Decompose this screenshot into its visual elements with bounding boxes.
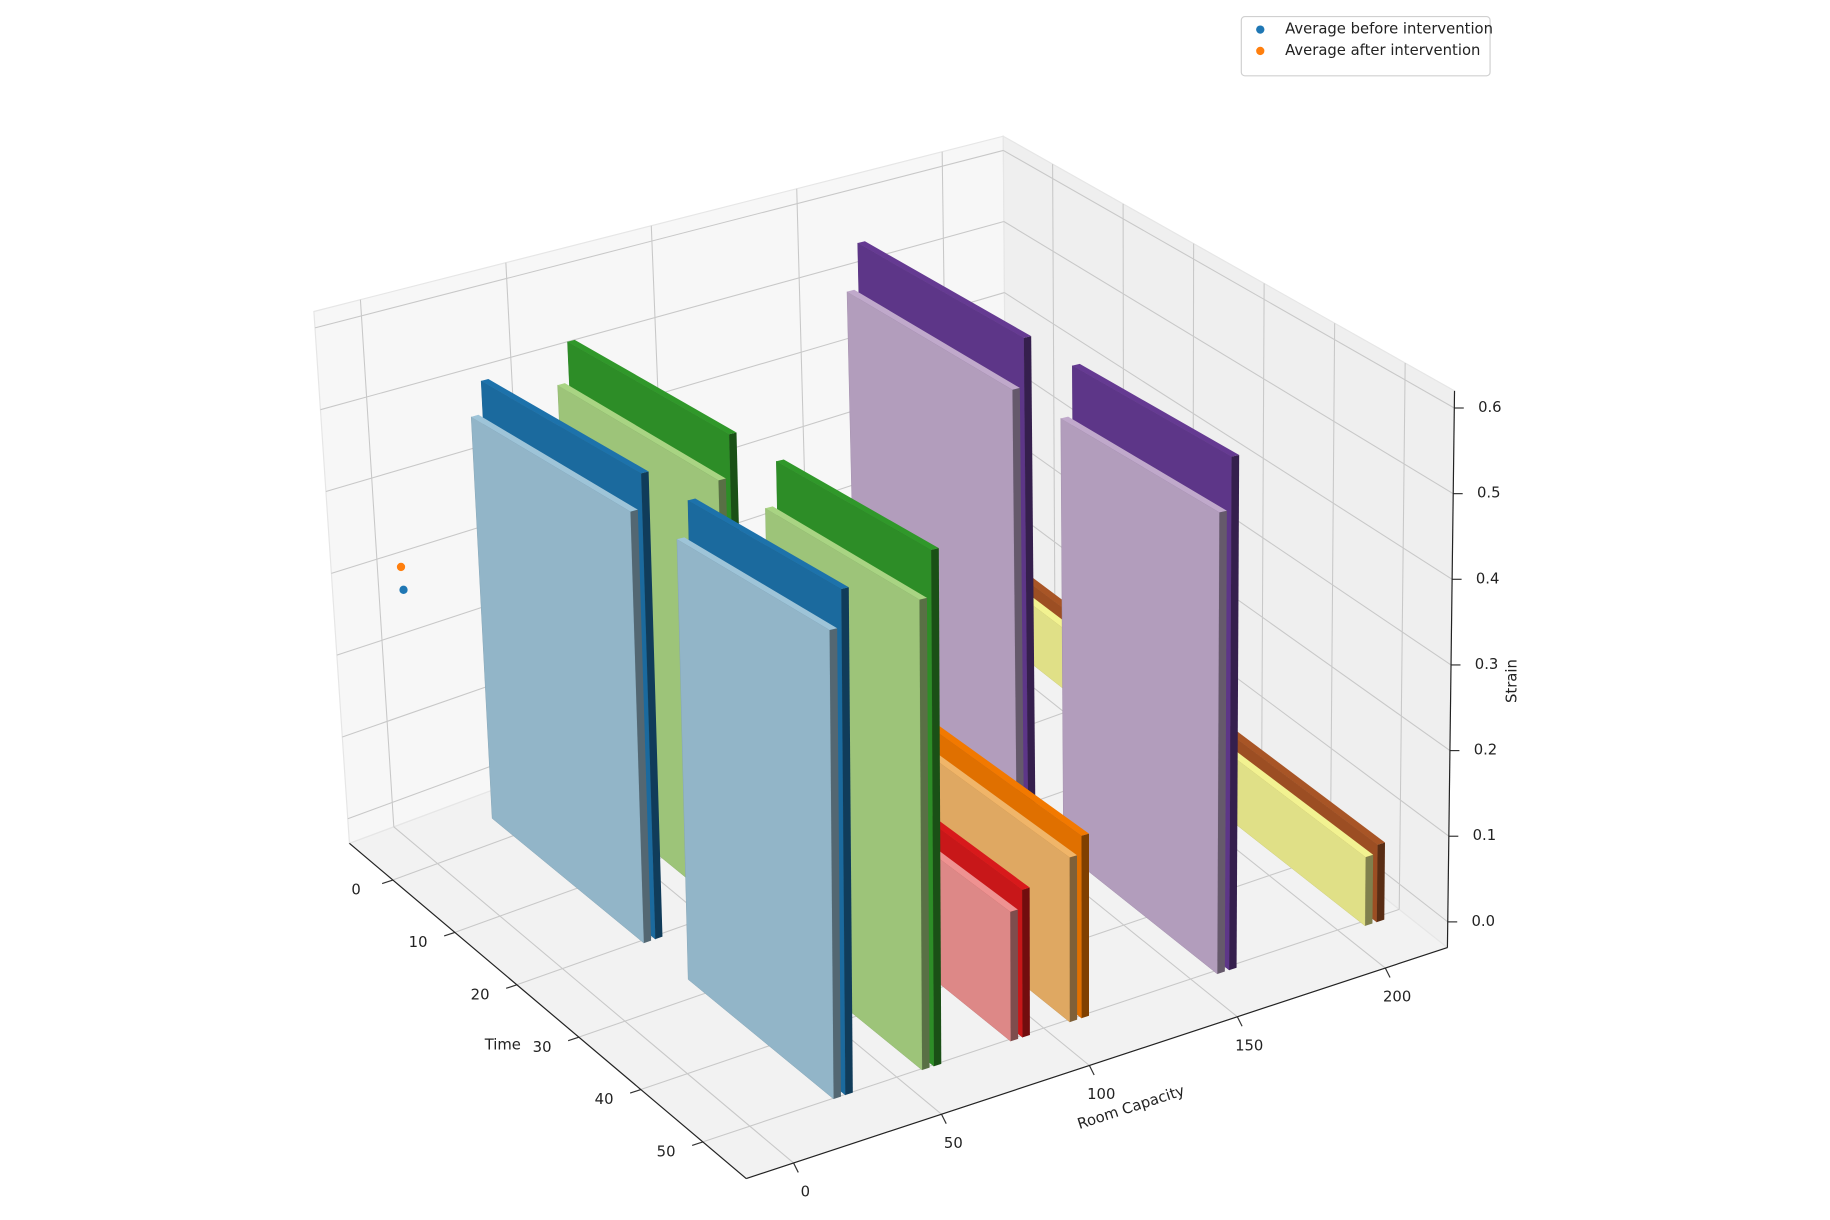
- tick-mark: [793, 1162, 799, 1173]
- grid-line: [1398, 363, 1406, 910]
- grid-line: [1052, 164, 1056, 637]
- bar-top-face: [917, 744, 1078, 858]
- z-tick-label: 0.3: [1475, 656, 1499, 673]
- legend-box: [1240, 15, 1491, 77]
- bar-top-face: [1208, 735, 1374, 858]
- bars: [470, 241, 1385, 1100]
- tick-mark: [381, 879, 394, 885]
- legend-label: Average after intervention: [1285, 42, 1480, 59]
- grid-line: [1329, 323, 1336, 855]
- z-tick-label: 0.5: [1477, 485, 1501, 502]
- bar-top-face: [928, 723, 1089, 836]
- bar-top-face: [481, 379, 649, 474]
- bar-top-face: [567, 339, 737, 435]
- y-tick-label: 0: [801, 1184, 810, 1201]
- bar-top-face: [471, 414, 638, 512]
- bar-top-face: [557, 383, 726, 481]
- tick-mark: [1384, 967, 1391, 978]
- legend-label: Average before intervention: [1285, 21, 1493, 38]
- bar-end-face: [630, 509, 652, 944]
- grid-line: [1003, 149, 1455, 409]
- bar-top-face: [1072, 363, 1240, 457]
- legend-marker: [1256, 25, 1265, 34]
- tick-mark: [567, 1036, 580, 1042]
- grid-line: [1004, 292, 1453, 580]
- bar: [470, 414, 652, 944]
- bar-top-face: [847, 289, 1020, 390]
- bar-end-face: [1376, 842, 1385, 923]
- bar-end-face: [1012, 387, 1024, 815]
- average-point: [396, 562, 406, 572]
- bar-end-face: [1081, 833, 1089, 1019]
- tick-mark: [505, 984, 518, 989]
- x-axis-label: Time: [484, 1036, 521, 1053]
- y-tick-label: 150: [1235, 1037, 1263, 1054]
- tick-mark: [940, 1113, 947, 1124]
- y-tick-label: 100: [1087, 1086, 1115, 1103]
- bar: [1207, 735, 1374, 927]
- grid-line: [702, 908, 1400, 1143]
- tick-mark: [1236, 1016, 1243, 1027]
- bar-end-face: [829, 628, 841, 1099]
- legend: Average before intervention Average after…: [1240, 15, 1493, 77]
- y-tick-label: 50: [944, 1135, 963, 1152]
- tick-mark: [629, 1088, 642, 1094]
- axis-line: [349, 842, 747, 1179]
- bar-top-face: [1219, 723, 1385, 845]
- y-tick-label: 200: [1383, 989, 1411, 1006]
- bar-end-face: [1217, 510, 1227, 974]
- axis-line: [746, 947, 1448, 1180]
- z-tick-label: 0.0: [1472, 913, 1496, 930]
- bar-end-face: [931, 548, 942, 1067]
- z-axis-label: Strain: [1504, 659, 1521, 703]
- bar-top-face: [765, 506, 927, 600]
- z-tick-label: 0.1: [1473, 827, 1497, 844]
- x-tick-label: 20: [471, 986, 490, 1003]
- bar: [1060, 416, 1227, 975]
- z-tick-label: 0.6: [1478, 399, 1502, 416]
- grid-line: [1260, 283, 1265, 801]
- bar-top-face: [687, 498, 849, 590]
- grid-line: [314, 149, 1004, 329]
- axis-line: [1446, 390, 1456, 948]
- bar-end-face: [1069, 855, 1078, 1023]
- average-point: [399, 585, 408, 594]
- bar-end-face: [1022, 887, 1030, 1038]
- tick-mark: [443, 931, 456, 937]
- grid-line: [320, 220, 1005, 411]
- bar-top-face: [1060, 416, 1227, 513]
- tick-mark: [691, 1141, 704, 1146]
- points: [396, 562, 408, 594]
- bar-top-face: [676, 537, 838, 631]
- x-tick-label: 10: [409, 934, 428, 951]
- bar-end-face: [841, 587, 853, 1096]
- x-tick-label: 30: [533, 1039, 552, 1056]
- x-tick-label: 40: [595, 1091, 614, 1108]
- bar-top-face: [776, 459, 939, 550]
- x-tick-label: 50: [657, 1144, 676, 1161]
- tick-mark: [1088, 1065, 1095, 1076]
- grid-line: [393, 826, 794, 1164]
- bar-end-face: [1010, 909, 1019, 1042]
- z-tick-label: 0.2: [1474, 742, 1498, 759]
- bar-end-face: [1365, 854, 1374, 926]
- bar-end-face: [641, 471, 663, 940]
- z-tick-label: 0.4: [1476, 570, 1500, 587]
- legend-marker: [1256, 46, 1265, 56]
- grid-line: [1003, 221, 1454, 495]
- grid-line: [359, 299, 395, 827]
- bar-end-face: [1229, 454, 1240, 971]
- x-tick-label: 0: [351, 882, 360, 899]
- bar-end-face: [1023, 336, 1036, 811]
- bar-end-face: [919, 597, 930, 1071]
- bar-top-face: [857, 241, 1032, 338]
- bar: [676, 537, 841, 1100]
